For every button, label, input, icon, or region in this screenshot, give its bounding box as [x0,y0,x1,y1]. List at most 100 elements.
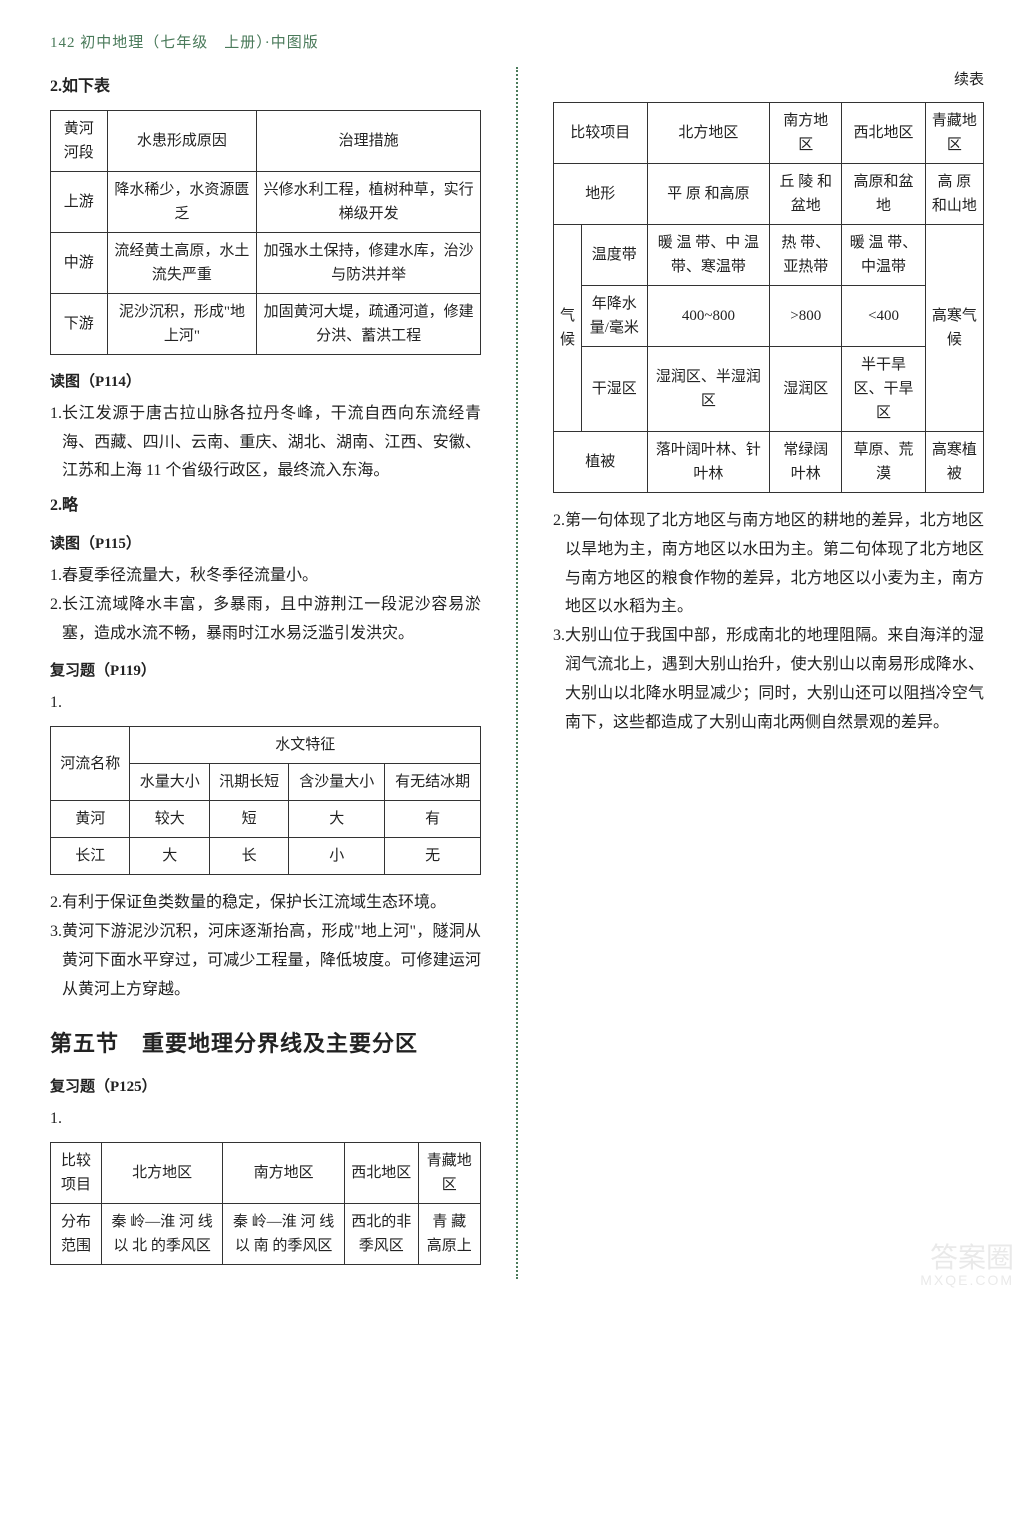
right-q2: 第一句体现了北方地区与南方地区的耕地的差异，北方地区以旱地为主，南方地区以水田为… [565,507,984,622]
dutu-p114: 读图（P114） [50,369,481,396]
cell: 落叶阔叶林、针叶林 [647,432,770,493]
cell: 长江 [51,838,130,875]
cell: 大 [289,801,385,838]
temp-label: 温度带 [582,225,648,286]
watermark-line1: 答案圈 [920,1243,1014,1274]
item-num: 3. [50,918,62,1004]
table-regions-2: 比较项目 北方地区 南方地区 西北地区 青藏地区 地形 平 原 和高原 丘 陵 … [553,102,984,493]
cell: 泥沙沉积，形成"地上河" [107,293,257,354]
climate-label: 气候 [554,225,582,432]
climate-qz: 高寒气候 [925,225,983,432]
cell: 半干旱区、干旱区 [842,347,926,432]
cell: >800 [770,286,842,347]
table-regions-1: 比较项目 北方地区 南方地区 西北地区 青藏地区 分布范围 秦 岭—淮 河 线以… [50,1142,481,1265]
th: 南方地区 [770,103,842,164]
cell: 常绿阔叶林 [770,432,842,493]
th: 水患形成原因 [107,110,257,171]
p115-2: 长江流域降水丰富，多暴雨，且中游荆江一段泥沙容易淤塞，造成水流不畅，暴雨时江水易… [62,591,481,649]
veg-label: 植被 [554,432,648,493]
cell: 高寒植被 [925,432,983,493]
cell: 丘 陵 和盆地 [770,164,842,225]
cell: 高原和盆地 [842,164,926,225]
cell: 降水稀少，水资源匮乏 [107,171,257,232]
th: 青藏地区 [418,1142,480,1203]
left-column: 2.如下表 黄河河段 水患形成原因 治理措施 上游 降水稀少，水资源匮乏 兴修水… [50,67,481,1279]
cell: <400 [842,286,926,347]
th: 青藏地区 [925,103,983,164]
cell: 青 藏 高原上 [418,1203,480,1264]
continue-label: 续表 [553,67,984,94]
th-hydro: 水文特征 [130,727,481,764]
table-hydrology: 河流名称 水文特征 水量大小 汛期长短 含沙量大小 有无结冰期 黄河 较大 短 … [50,726,481,875]
terrain-label: 地形 [554,164,648,225]
th: 黄河河段 [51,110,108,171]
precip-label: 年降水量/毫米 [582,286,648,347]
fuxi125-1: 1. [50,1105,481,1134]
cell: 流经黄土高原，水土流失严重 [107,232,257,293]
fuxi-p119: 复习题（P119） [50,658,481,685]
th: 北方地区 [647,103,770,164]
right-column: 续表 比较项目 北方地区 南方地区 西北地区 青藏地区 地形 平 原 和高原 丘… [553,67,984,1279]
th: 南方地区 [223,1142,344,1203]
th: 比较项目 [51,1142,102,1203]
cell: 西北的非季风区 [344,1203,418,1264]
item-num: 2. [50,591,62,649]
sub-th: 有无结冰期 [385,764,481,801]
column-divider [516,67,518,1279]
cell: 长 [209,838,288,875]
cell: 加强水土保持，修建水库，治沙与防洪并举 [257,232,481,293]
th: 比较项目 [554,103,648,164]
item-num: 1. [50,562,62,591]
item-num: 1. [50,400,62,486]
p114-1: 长江发源于唐古拉山脉各拉丹冬峰，干流自西向东流经青海、西藏、四川、云南、重庆、湖… [62,400,481,486]
th: 治理措施 [257,110,481,171]
cell: 秦 岭—淮 河 线以 南 的季风区 [223,1203,344,1264]
cell: 加固黄河大堤，疏通河道，修建分洪、蓄洪工程 [257,293,481,354]
row-label: 分布范围 [51,1203,102,1264]
cell: 湿润区 [770,347,842,432]
p114-2: 2.略 [50,492,481,521]
cell: 有 [385,801,481,838]
right-q3: 大别山位于我国中部，形成南北的地理阻隔。来自海洋的湿润气流北上，遇到大别山抬升，… [565,622,984,737]
fuxi119-1: 1. [50,689,481,718]
item-num: 2. [553,507,565,622]
cell: 上游 [51,171,108,232]
table-yellow-river: 黄河河段 水患形成原因 治理措施 上游 降水稀少，水资源匮乏 兴修水利工程，植树… [50,110,481,355]
q2-label: 2.如下表 [50,73,481,102]
cell: 黄河 [51,801,130,838]
cell: 平 原 和高原 [647,164,770,225]
cell: 草原、荒漠 [842,432,926,493]
cell: 小 [289,838,385,875]
cell: 湿润区、半湿润区 [647,347,770,432]
cell: 暖 温 带、中温带 [842,225,926,286]
fuxi119-3: 黄河下游泥沙沉积，河床逐渐抬高，形成"地上河"，隧洞从黄河下面水平穿过，可减少工… [62,918,481,1004]
th: 北方地区 [101,1142,222,1203]
sub-th: 含沙量大小 [289,764,385,801]
cell: 较大 [130,801,209,838]
th: 西北地区 [344,1142,418,1203]
sub-th: 汛期长短 [209,764,288,801]
cell: 400~800 [647,286,770,347]
fuxi-p125: 复习题（P125） [50,1074,481,1101]
th: 西北地区 [842,103,926,164]
watermark-line2: MXQE.COM [920,1273,1014,1288]
cell: 短 [209,801,288,838]
cell: 下游 [51,293,108,354]
item-num: 2. [50,889,62,918]
cell: 中游 [51,232,108,293]
watermark: 答案圈 MXQE.COM [920,1243,1014,1289]
cell: 暖 温 带、中 温 带、寒温带 [647,225,770,286]
cell: 大 [130,838,209,875]
page-header: 142 初中地理（七年级 上册）·中图版 [50,30,984,57]
cell: 秦 岭—淮 河 线以 北 的季风区 [101,1203,222,1264]
wet-label: 干湿区 [582,347,648,432]
sub-th: 水量大小 [130,764,209,801]
cell: 兴修水利工程，植树种草，实行梯级开发 [257,171,481,232]
cell: 无 [385,838,481,875]
cell: 热 带、亚热带 [770,225,842,286]
section5-title: 第五节 重要地理分界线及主要分区 [50,1024,481,1064]
p115-1: 春夏季径流量大，秋冬季径流量小。 [62,562,481,591]
cell: 高 原 和山地 [925,164,983,225]
dutu-p115: 读图（P115） [50,531,481,558]
th-river: 河流名称 [51,727,130,801]
